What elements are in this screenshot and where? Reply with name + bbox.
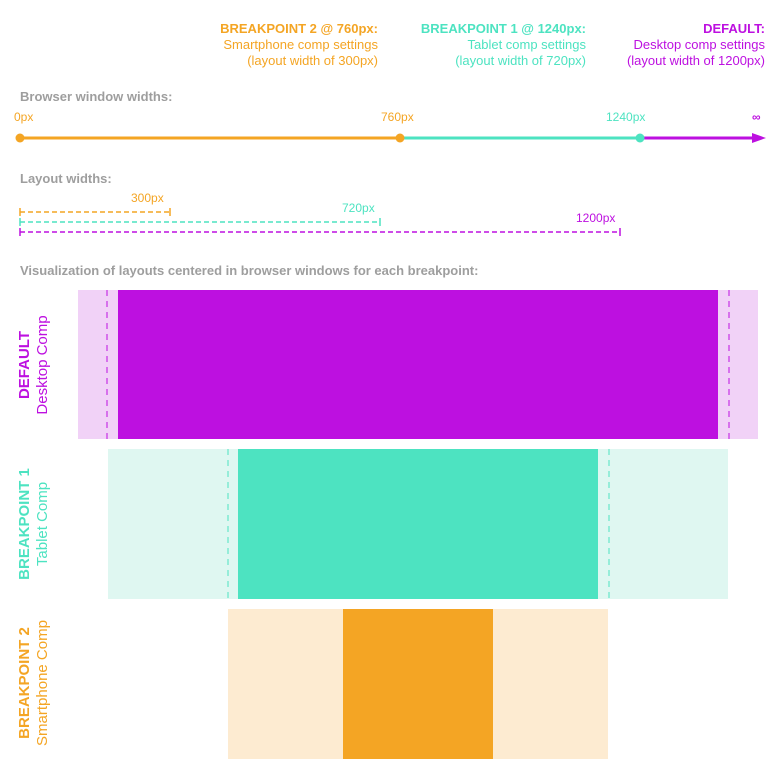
layout-line-300px: [19, 208, 171, 216]
header-breakpoint-2-line2: (layout width of 300px): [247, 53, 378, 68]
layout-line-720px: [19, 218, 381, 226]
breakpoint-2-layout-block: [343, 609, 493, 759]
header-breakpoint-2-title: BREAKPOINT 2 @ 760px:: [220, 21, 378, 36]
breakpoint-1-row-title: BREAKPOINT 1: [16, 468, 33, 580]
header-default-line2: (layout width of 1200px): [626, 53, 765, 68]
breakpoint-1-layout-block: [238, 449, 598, 599]
layout-width-label-300px: 300px: [131, 191, 164, 205]
tick-label-760px: 760px: [381, 110, 414, 124]
header-breakpoint-2-line1: Smartphone comp settings: [223, 37, 378, 52]
breakpoint-2-row-label: BREAKPOINT 2 Smartphone Comp: [16, 605, 54, 761]
header-default: DEFAULT: Desktop comp settings (layout w…: [627, 21, 765, 69]
breakpoint-1-guides: [227, 449, 610, 599]
header-breakpoint-2: BREAKPOINT 2 @ 760px: Smartphone comp se…: [220, 21, 378, 69]
axis-dot-1240px: [635, 133, 645, 143]
axis-dot-760px: [395, 133, 405, 143]
header-default-line1: Desktop comp settings: [633, 37, 765, 52]
breakpoint-2-row-subtitle: Smartphone Comp: [34, 620, 51, 746]
visualization-label: Visualization of layouts centered in bro…: [20, 263, 479, 278]
breakpoint-1-row-label: BREAKPOINT 1 Tablet Comp: [16, 449, 54, 599]
layout-widths-label: Layout widths:: [20, 171, 112, 186]
default-row-title: DEFAULT: [16, 330, 33, 400]
layout-width-label-1200px: 1200px: [576, 211, 616, 225]
header-breakpoint-1-title: BREAKPOINT 1 @ 1240px:: [420, 21, 586, 36]
browser-widths-axis: [15, 133, 766, 143]
default-row-label: DEFAULT Desktop Comp: [16, 290, 54, 440]
layout-widths-lines: [19, 208, 621, 236]
tick-label-0px: 0px: [14, 110, 34, 124]
default-row-subtitle: Desktop Comp: [34, 315, 51, 415]
layout-width-label-720px: 720px: [342, 201, 375, 215]
header-breakpoint-1-line1: Tablet comp settings: [467, 37, 586, 52]
tick-label-infinity: ∞: [752, 110, 761, 124]
header-breakpoint-1-line2: (layout width of 720px): [455, 53, 586, 68]
breakpoint-2-row-title: BREAKPOINT 2: [16, 627, 33, 739]
browser-widths-label: Browser window widths:: [20, 89, 173, 104]
default-layout-block: [118, 290, 718, 439]
header-breakpoint-1: BREAKPOINT 1 @ 1240px: Tablet comp setti…: [421, 21, 586, 69]
axis-dot-0px: [15, 133, 25, 143]
default-guides: [106, 290, 730, 439]
axis-arrowhead: [752, 133, 766, 143]
breakpoint-1-row-subtitle: Tablet Comp: [34, 481, 51, 567]
header-default-title: DEFAULT:: [703, 21, 765, 36]
layout-line-1200px: [19, 228, 621, 236]
tick-label-1240px: 1240px: [606, 110, 646, 124]
